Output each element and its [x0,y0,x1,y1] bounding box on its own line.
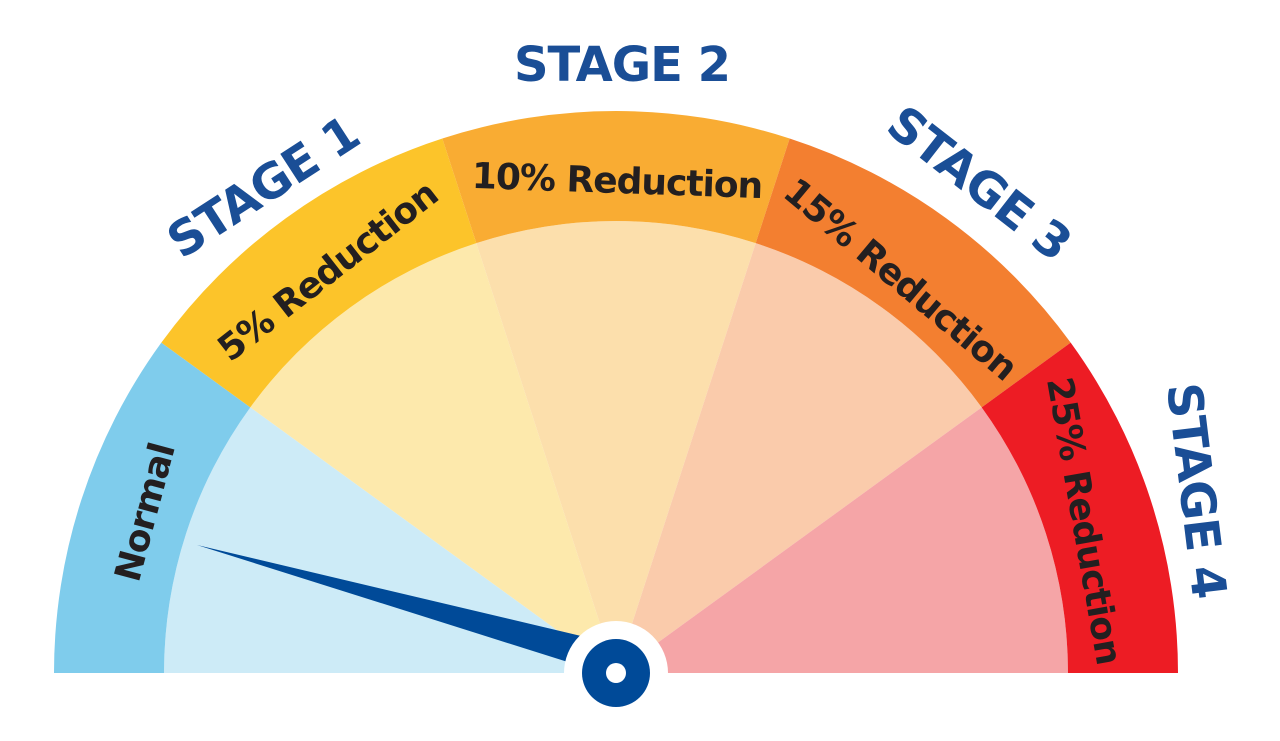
stage-label-2: STAGE 2 [514,37,730,93]
segment-stage-3 [616,138,1071,674]
segment-stage-2 [442,110,790,674]
outer-band-stage-3 [755,138,1071,408]
inner-fill-stage-1 [250,243,616,674]
segment-stage-1 [161,138,616,674]
gauge-needle [197,545,668,725]
inner-fill-stage-4 [616,407,1068,673]
outer-band-stage-2 [442,110,790,244]
segment-normal [54,342,616,673]
needle-hub-center [606,663,626,683]
inner-fill-stage-2 [476,221,756,674]
segment-stage-4 [616,342,1178,673]
outer-band-normal [54,342,251,673]
inner-fill-normal [164,407,616,673]
outer-band-stage-1 [161,138,477,408]
inner-fill-stage-3 [616,243,982,674]
needle-pointer [197,545,598,669]
band-label-stage-2: 10% Reduction [471,156,763,207]
outer-band-stage-4 [981,342,1178,673]
